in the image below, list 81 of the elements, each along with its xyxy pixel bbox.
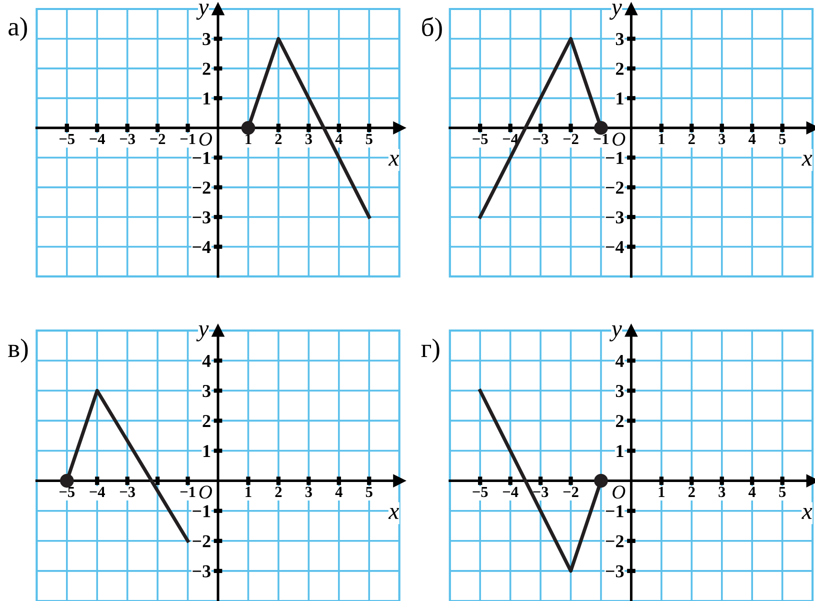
y-tick-label: 1	[616, 92, 624, 104]
x-tick-label: 4	[748, 486, 756, 497]
y-tick-label: 4	[615, 354, 624, 367]
y-axis-title: y	[610, 325, 622, 342]
y-tick-label: 2	[202, 62, 210, 75]
x-tick-label: 2	[688, 134, 695, 144]
y-tick-label: 1	[203, 92, 210, 104]
y-tick-label: −3	[192, 211, 210, 224]
x-tick-label: −2	[563, 486, 578, 497]
y-tick-label: 2	[202, 415, 210, 427]
x-tick-label: −4	[90, 134, 106, 144]
annotation: O	[612, 132, 626, 146]
x-axis-title: x	[388, 154, 399, 166]
x-tick-label: 2	[275, 486, 282, 497]
y-tick-label: 3	[202, 384, 210, 398]
x-tick-label: −3	[533, 134, 548, 144]
chart-title: в)	[8, 338, 28, 363]
x-tick-label: 4	[748, 134, 756, 144]
y-axis-title: y	[196, 4, 209, 20]
x-tick-label: 1	[246, 134, 252, 144]
x-tick-label: 3	[718, 486, 726, 498]
annotation: O	[612, 486, 626, 499]
x-tick-label: −5	[472, 486, 488, 498]
chart-title: б)	[422, 17, 442, 42]
x-tick-label: 5	[779, 134, 786, 144]
x-tick-label: 4	[335, 134, 342, 144]
annotation: O	[199, 486, 212, 499]
y-tick-label: 1	[616, 445, 624, 458]
x-tick-label: −3	[120, 486, 135, 498]
x-axis-title: x	[802, 154, 812, 166]
y-axis-title: y	[196, 325, 209, 342]
x-tick-label: −3	[120, 134, 135, 144]
x-tick-label: 5	[366, 134, 372, 144]
x-tick-label: −1	[180, 486, 196, 497]
y-tick-label: −2	[192, 182, 210, 194]
x-tick-label: −5	[60, 486, 75, 498]
x-axis-title: x	[388, 508, 399, 519]
y-tick-label: −1	[192, 152, 210, 164]
x-tick-label: 5	[366, 486, 372, 498]
chart-title: г)	[421, 338, 440, 363]
chart-title: а)	[8, 17, 27, 41]
x-axis-title: x	[802, 508, 812, 519]
y-tick-label: 2	[616, 62, 624, 75]
y-tick-label: −2	[606, 535, 624, 548]
x-tick-label: −5	[60, 134, 75, 144]
y-tick-label: 3	[616, 384, 624, 398]
y-tick-label: 2	[616, 415, 624, 427]
annotation: O	[199, 132, 212, 146]
y-tick-label: −1	[606, 505, 624, 518]
x-tick-label: 1	[658, 134, 664, 144]
y-tick-label: −3	[606, 211, 624, 224]
y-tick-label: −3	[192, 565, 210, 578]
x-tick-label: 2	[275, 134, 282, 144]
x-tick-label: −3	[533, 486, 548, 498]
x-tick-label: −2	[150, 134, 166, 144]
x-tick-label: 3	[718, 134, 726, 144]
y-tick-label: 4	[202, 354, 211, 367]
y-tick-label: 1	[203, 445, 210, 458]
x-tick-label: 3	[305, 134, 312, 144]
x-tick-label: −4	[502, 486, 518, 497]
x-tick-label: 1	[246, 486, 252, 497]
x-tick-label: 4	[335, 486, 342, 497]
y-tick-label: −3	[606, 565, 624, 578]
y-tick-label: 3	[616, 33, 624, 46]
y-tick-label: −2	[606, 182, 624, 194]
y-axis-title: y	[610, 4, 622, 20]
x-tick-label: −2	[563, 134, 578, 144]
x-tick-label: 2	[688, 486, 695, 497]
x-tick-label: −1	[180, 134, 196, 144]
x-tick-label: 3	[305, 486, 312, 498]
x-tick-label: −4	[90, 486, 106, 497]
x-tick-label: 5	[779, 486, 786, 498]
x-tick-label: 1	[658, 486, 664, 497]
y-tick-label: 3	[202, 33, 210, 46]
x-tick-label: −1	[594, 134, 608, 144]
y-tick-label: −1	[192, 505, 210, 518]
y-tick-label: −4	[192, 241, 211, 254]
y-tick-label: −2	[192, 535, 210, 548]
y-tick-label: −4	[606, 241, 624, 254]
y-tick-label: −1	[606, 152, 624, 164]
x-tick-label: −5	[472, 134, 488, 144]
